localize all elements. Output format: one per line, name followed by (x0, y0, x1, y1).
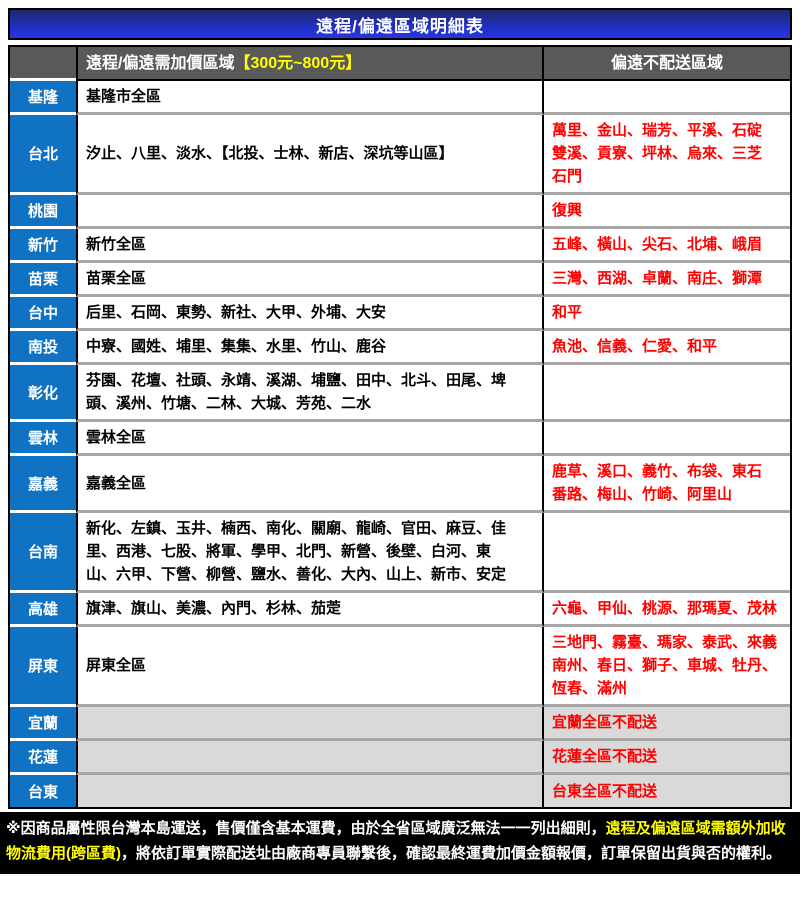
surcharge-areas (76, 195, 544, 229)
footer-text-segment: ※因商品屬性限台灣本島運送，售價僅含基本運費，由於全省區域廣泛無法一一列出細則， (6, 820, 606, 837)
region-label: 嘉義 (10, 456, 76, 513)
table-body: 基隆 基隆市全區 台北 汐止、八里、淡水、【北投、士林、新店、深坑等山區】 萬里、金山、… (10, 81, 790, 807)
table-header-row: 遠程/偏遠需加價區域 【300元~800元】 偏遠不配送區域 (10, 47, 790, 81)
surcharge-areas (76, 741, 544, 775)
no-delivery-areas: 三地門、霧臺、瑪家、泰武、來義 南州、春日、獅子、車城、牡丹、 恆春、滿州 (544, 627, 790, 707)
no-delivery-areas: 萬里、金山、瑞芳、平溪、石碇 雙溪、貢寮、坪林、烏來、三芝 石門 (544, 115, 790, 195)
no-delivery-areas: 花蓮全區不配送 (544, 741, 790, 775)
no-delivery-areas: 復興 (544, 195, 790, 229)
table-row: 宜蘭 宜蘭全區不配送 (10, 707, 790, 741)
no-delivery-areas: 和平 (544, 297, 790, 331)
no-delivery-areas (544, 422, 790, 456)
region-label: 台中 (10, 297, 76, 331)
surcharge-price-range: 【300元~800元】 (234, 54, 362, 72)
no-delivery-areas (544, 81, 790, 115)
surcharge-areas (76, 775, 544, 807)
page-title: 遠程/偏遠區域明細表 (316, 16, 484, 36)
surcharge-areas: 旗津、旗山、美濃、內門、杉林、茄萣 (76, 593, 544, 627)
table-row: 花蓮 花蓮全區不配送 (10, 741, 790, 775)
table-row: 台南 新化、左鎮、玉井、楠西、南化、關廟、龍崎、官田、麻豆、佳 里、西港、七股、將… (10, 513, 790, 593)
table-row: 屏東 屏東全區 三地門、霧臺、瑪家、泰武、來義 南州、春日、獅子、車城、牡丹、 恆春… (10, 627, 790, 707)
table-row: 雲林 雲林全區 (10, 422, 790, 456)
surcharge-areas: 屏東全區 (76, 627, 544, 707)
no-delivery-areas: 魚池、信義、仁愛、和平 (544, 331, 790, 365)
region-label: 彰化 (10, 365, 76, 422)
surcharge-areas: 汐止、八里、淡水、【北投、士林、新店、深坑等山區】 (76, 115, 544, 195)
header-no-delivery-column: 偏遠不配送區域 (544, 47, 790, 81)
region-label: 台南 (10, 513, 76, 593)
table-row: 高雄 旗津、旗山、美濃、內門、杉林、茄萣 六龜、甲仙、桃源、那瑪夏、茂林 (10, 593, 790, 627)
region-label: 宜蘭 (10, 707, 76, 741)
region-label: 高雄 (10, 593, 76, 627)
footer-text-segment: ，將依訂單實際配送址由廠商專員聯繫後，確認最終運費加價金額報價，訂單保留出貨與否… (121, 845, 782, 862)
region-label: 新竹 (10, 229, 76, 263)
table-row: 基隆 基隆市全區 (10, 81, 790, 115)
shipping-region-table: 遠程/偏遠需加價區域 【300元~800元】 偏遠不配送區域 基隆 基隆市全區 台北汐… (8, 45, 792, 809)
table-row: 台中 后里、石岡、東勢、新社、大甲、外埔、大安 和平 (10, 297, 790, 331)
header-surcharge-column: 遠程/偏遠需加價區域 【300元~800元】 (76, 47, 544, 81)
table-title-bar: 遠程/偏遠區域明細表 (8, 8, 792, 40)
surcharge-column-label: 遠程/偏遠需加價區域 (86, 54, 235, 72)
table-row: 苗栗 苗栗全區 三灣、西湖、卓蘭、南庄、獅潭 (10, 263, 790, 297)
no-delivery-column-label: 偏遠不配送區域 (610, 54, 723, 72)
surcharge-areas: 芬園、花壇、社頭、永靖、溪湖、埔鹽、田中、北斗、田尾、埤 頭、溪州、竹塘、二林、… (76, 365, 544, 422)
footer-note: ※因商品屬性限台灣本島運送，售價僅含基本運費，由於全省區域廣泛無法一一列出細則，… (0, 812, 800, 874)
surcharge-areas: 苗栗全區 (76, 263, 544, 297)
surcharge-areas: 嘉義全區 (76, 456, 544, 513)
table-row: 桃園 復興 (10, 195, 790, 229)
surcharge-areas: 中寮、國姓、埔里、集集、水里、竹山、鹿谷 (76, 331, 544, 365)
surcharge-areas (76, 707, 544, 741)
no-delivery-areas: 鹿草、溪口、義竹、布袋、東石 番路、梅山、竹崎、阿里山 (544, 456, 790, 513)
table-row: 台北 汐止、八里、淡水、【北投、士林、新店、深坑等山區】 萬里、金山、瑞芳、平溪、石… (10, 115, 790, 195)
no-delivery-areas: 六龜、甲仙、桃源、那瑪夏、茂林 (544, 593, 790, 627)
surcharge-areas: 新化、左鎮、玉井、楠西、南化、關廟、龍崎、官田、麻豆、佳 里、西港、七股、將軍、… (76, 513, 544, 593)
no-delivery-areas: 五峰、橫山、尖石、北埔、峨眉 (544, 229, 790, 263)
header-corner-cell (10, 47, 76, 81)
region-label: 台北 (10, 115, 76, 195)
surcharge-areas: 雲林全區 (76, 422, 544, 456)
region-label: 基隆 (10, 81, 76, 115)
table-row: 嘉義 嘉義全區 鹿草、溪口、義竹、布袋、東石 番路、梅山、竹崎、阿里山 (10, 456, 790, 513)
surcharge-areas: 新竹全區 (76, 229, 544, 263)
region-label: 屏東 (10, 627, 76, 707)
region-label: 苗栗 (10, 263, 76, 297)
surcharge-areas: 后里、石岡、東勢、新社、大甲、外埔、大安 (76, 297, 544, 331)
region-label: 花蓮 (10, 741, 76, 775)
table-row: 台東 台東全區不配送 (10, 775, 790, 807)
table-row: 新竹 新竹全區 五峰、橫山、尖石、北埔、峨眉 (10, 229, 790, 263)
table-row: 南投 中寮、國姓、埔里、集集、水里、竹山、鹿谷 魚池、信義、仁愛、和平 (10, 331, 790, 365)
no-delivery-areas (544, 365, 790, 422)
region-label: 南投 (10, 331, 76, 365)
no-delivery-areas: 台東全區不配送 (544, 775, 790, 807)
no-delivery-areas: 三灣、西湖、卓蘭、南庄、獅潭 (544, 263, 790, 297)
region-label: 台東 (10, 775, 76, 807)
region-label: 雲林 (10, 422, 76, 456)
no-delivery-areas: 宜蘭全區不配送 (544, 707, 790, 741)
region-label: 桃園 (10, 195, 76, 229)
no-delivery-areas (544, 513, 790, 593)
footer-text-segment: 遠程及偏遠區域需額外加收物流費用(跨區費) (6, 820, 786, 862)
table-row: 彰化 芬園、花壇、社頭、永靖、溪湖、埔鹽、田中、北斗、田尾、埤 頭、溪州、竹塘、二… (10, 365, 790, 422)
surcharge-areas: 基隆市全區 (76, 81, 544, 115)
